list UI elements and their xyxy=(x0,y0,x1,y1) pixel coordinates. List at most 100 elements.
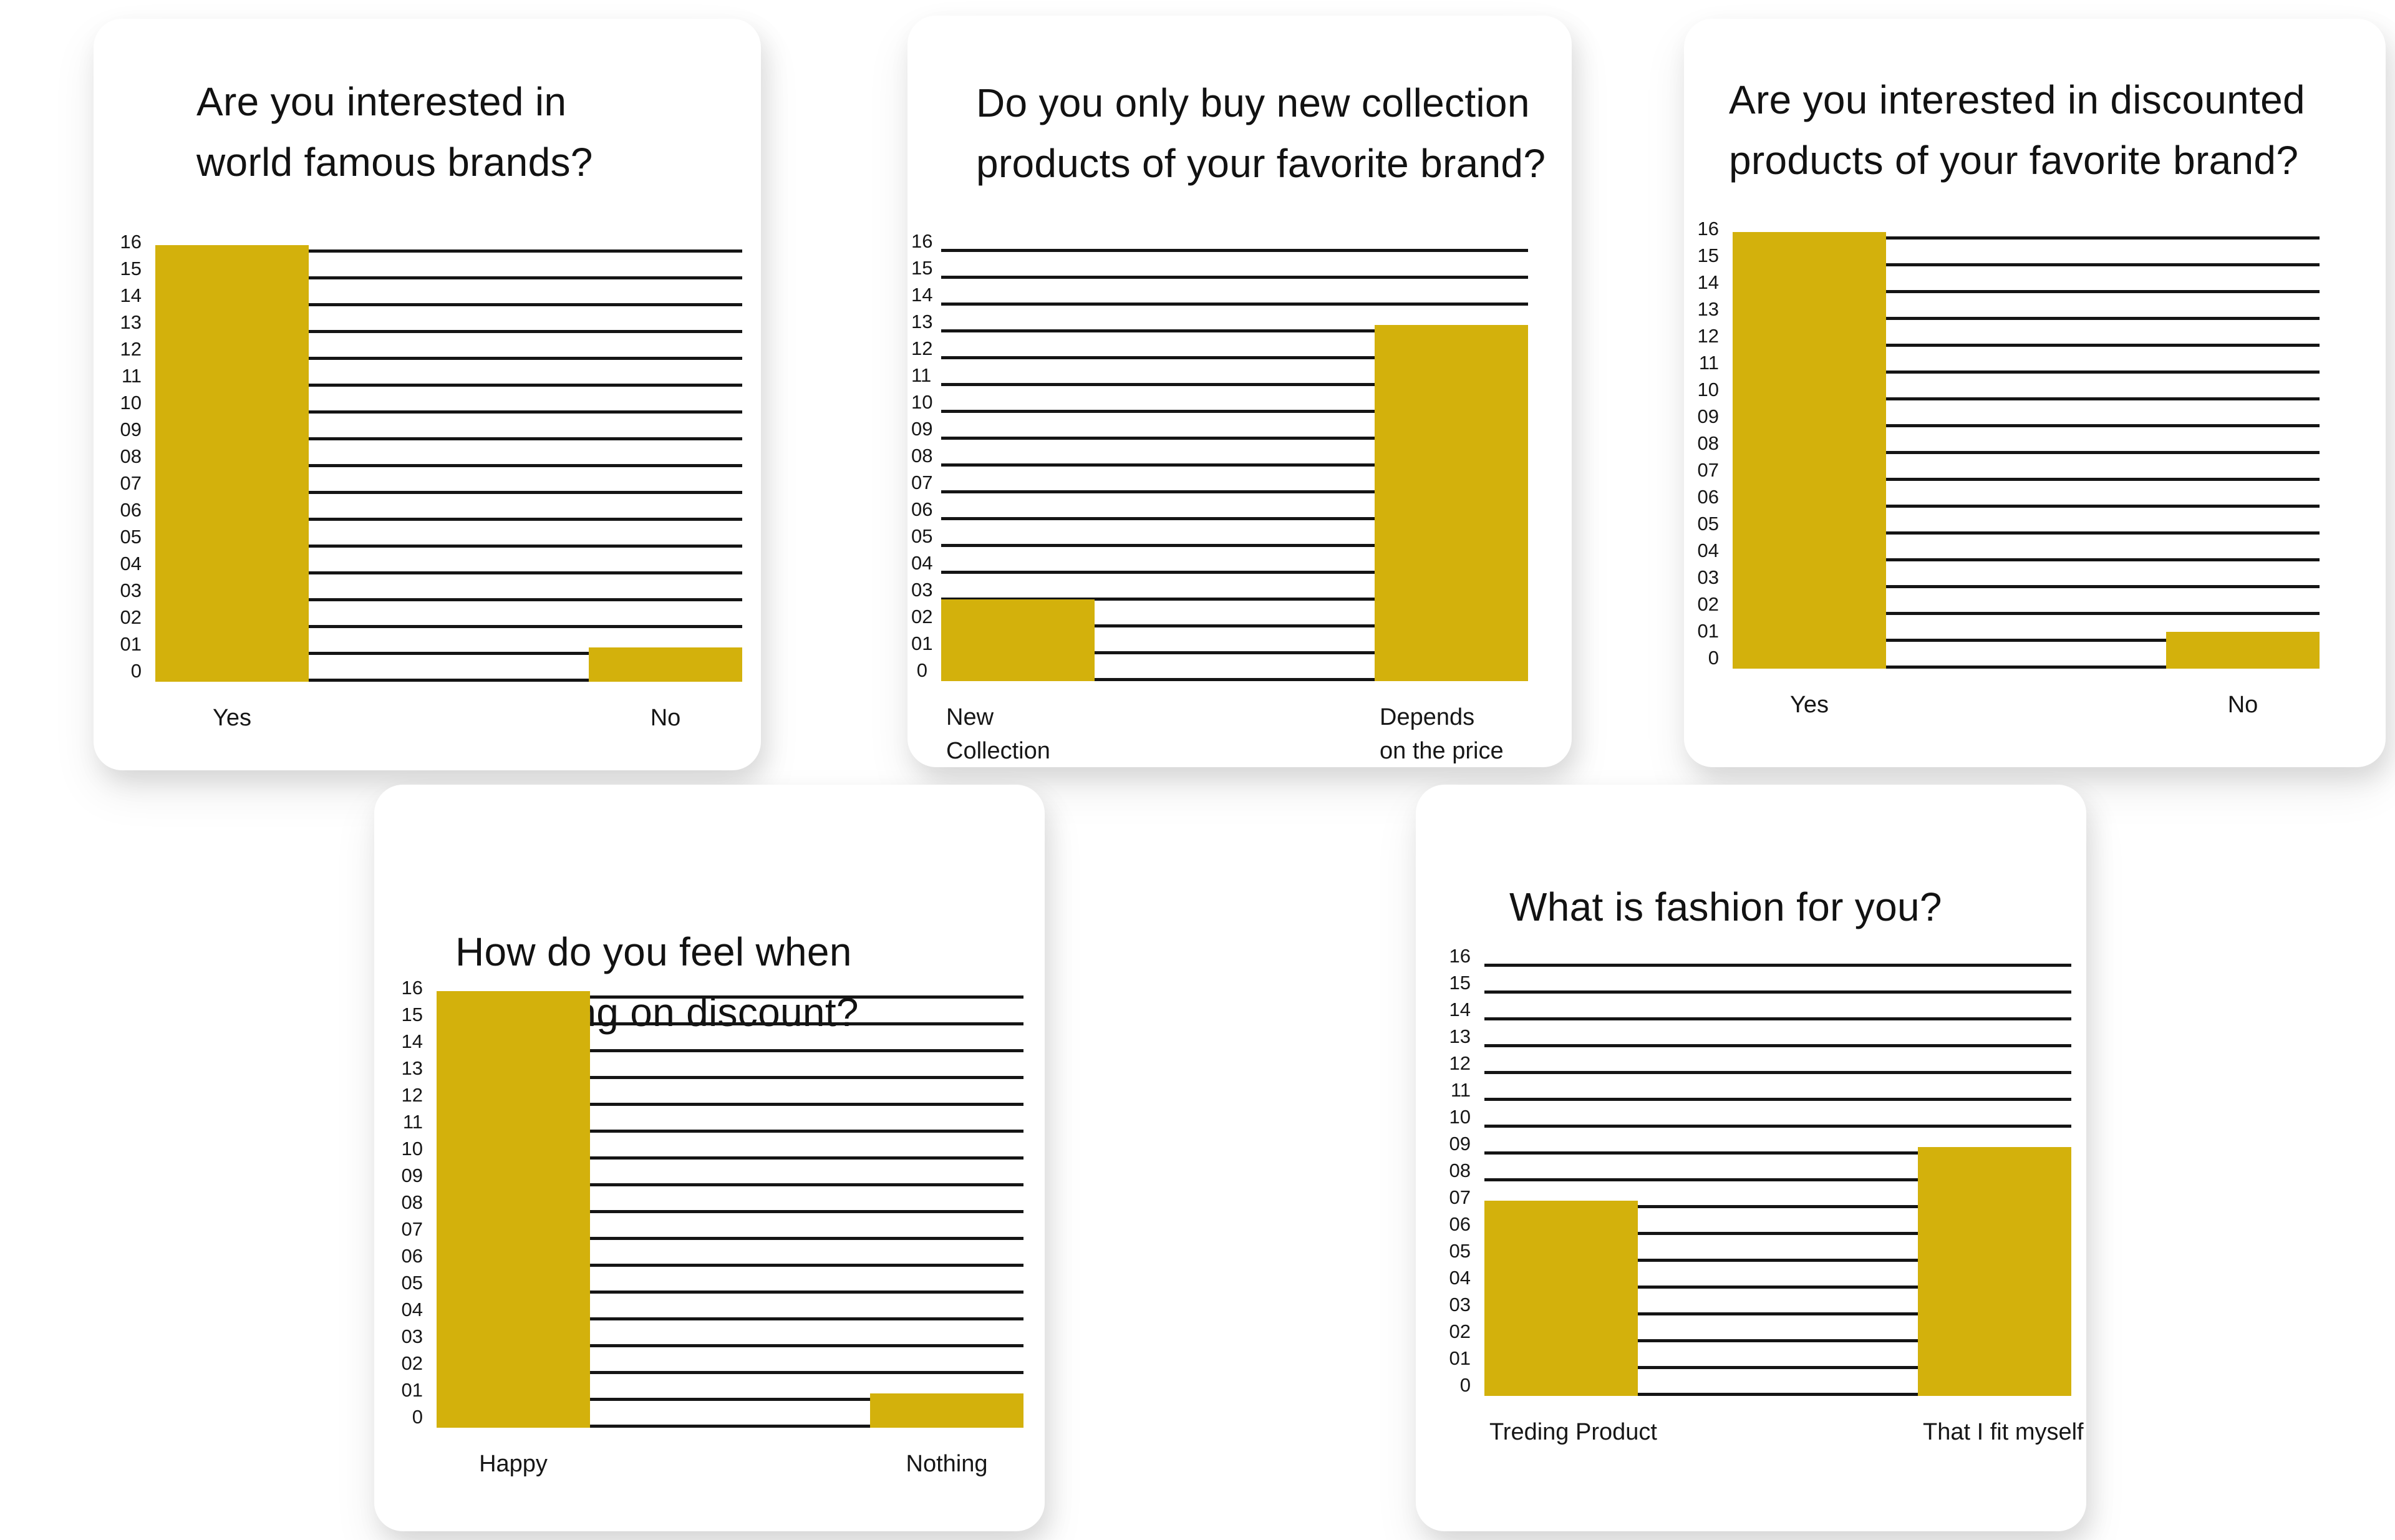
x-category-label-line: Yes xyxy=(213,705,251,731)
y-tick-label: 11 xyxy=(1450,1079,1471,1101)
y-tick-label: 12 xyxy=(911,337,933,359)
x-category-label-line: New xyxy=(946,704,994,730)
x-category-label-line: No xyxy=(650,705,681,731)
gridline xyxy=(1733,370,2320,374)
y-tick-label: 03 xyxy=(911,579,933,601)
gridline xyxy=(1733,531,2320,535)
chart-card: How do you feel when shopping on discount… xyxy=(374,785,1045,1531)
y-tick-label: 02 xyxy=(1449,1320,1471,1342)
gridline xyxy=(1484,1044,2071,1047)
y-tick-label: 07 xyxy=(1697,459,1719,481)
y-tick-label: 14 xyxy=(120,284,142,306)
x-category-label: No xyxy=(2166,688,2320,722)
gridline xyxy=(437,1264,1023,1267)
y-tick-label: 12 xyxy=(1449,1052,1471,1074)
y-tick-label: 07 xyxy=(911,472,933,493)
y-tick-label: 0 xyxy=(916,659,927,681)
y-tick-label: 01 xyxy=(1449,1347,1471,1369)
bar-no xyxy=(2166,632,2320,669)
gridline xyxy=(155,652,742,655)
gridline xyxy=(437,1156,1023,1160)
gridline xyxy=(1733,290,2320,293)
gridline xyxy=(1484,1259,2071,1262)
gridline xyxy=(1733,263,2320,266)
gridline xyxy=(437,1344,1023,1347)
y-tick-label: 01 xyxy=(120,633,142,655)
y-tick-label: 03 xyxy=(120,579,142,601)
gridline xyxy=(941,463,1528,467)
y-tick-label: 01 xyxy=(401,1379,423,1401)
gridline xyxy=(437,1049,1023,1052)
gridline xyxy=(437,1371,1023,1374)
gridline xyxy=(155,437,742,440)
chart-title-line: How do you feel when xyxy=(455,929,852,974)
y-tick-label: 09 xyxy=(911,418,933,440)
x-category-label: Nothing xyxy=(870,1447,1023,1481)
y-tick-label: 01 xyxy=(911,632,933,654)
y-tick-label: 06 xyxy=(911,498,933,520)
chart-title-line: products of your favorite brand? xyxy=(976,141,1546,186)
y-tick-label: 13 xyxy=(911,311,933,332)
gridline xyxy=(1484,1205,2071,1208)
y-tick-label: 15 xyxy=(401,1004,423,1025)
gridline xyxy=(155,518,742,521)
gridline xyxy=(1733,585,2320,588)
gridline xyxy=(155,249,742,253)
y-tick-label: 12 xyxy=(1697,325,1719,347)
bar-yes xyxy=(1733,232,1886,669)
x-category-label: New Collection xyxy=(946,700,1208,768)
y-tick-label: 05 xyxy=(1697,513,1719,535)
y-tick-label: 10 xyxy=(911,391,933,413)
gridline xyxy=(437,1398,1023,1401)
y-tick-label: 08 xyxy=(1697,432,1719,454)
gridline xyxy=(155,410,742,414)
y-tick-label: 06 xyxy=(120,499,142,521)
y-tick-label: 05 xyxy=(120,526,142,548)
y-tick-label: 13 xyxy=(1697,298,1719,320)
gridline xyxy=(155,330,742,333)
y-tick-label: 07 xyxy=(120,472,142,494)
y-tick-label: 06 xyxy=(1449,1213,1471,1235)
gridline xyxy=(1733,639,2320,642)
y-tick-label: 03 xyxy=(1449,1294,1471,1315)
gridline xyxy=(1733,424,2320,427)
y-tick-label: 10 xyxy=(401,1138,423,1160)
gridline xyxy=(941,356,1528,359)
gridline xyxy=(1733,236,2320,240)
gridline xyxy=(1733,666,2320,669)
gridline xyxy=(941,437,1528,440)
gridline xyxy=(941,517,1528,520)
x-category-label-line: Happy xyxy=(479,1451,548,1477)
bar-yes xyxy=(155,245,309,682)
chart-title-line: world famous brands? xyxy=(196,140,593,185)
y-tick-label: 09 xyxy=(401,1165,423,1186)
y-tick-label: 14 xyxy=(911,284,933,306)
y-tick-label: 03 xyxy=(1697,566,1719,588)
gridline xyxy=(437,1317,1023,1320)
gridline xyxy=(437,1183,1023,1186)
bar-new-collection xyxy=(941,599,1095,681)
y-tick-label: 0 xyxy=(412,1406,423,1428)
y-tick-label: 02 xyxy=(1697,593,1719,615)
y-tick-label: 0 xyxy=(1459,1374,1471,1396)
y-tick-label: 15 xyxy=(911,257,933,279)
gridline xyxy=(1484,1286,2071,1289)
gridline xyxy=(941,383,1528,386)
gridline xyxy=(941,249,1528,252)
gridline xyxy=(1484,1125,2071,1128)
gridline xyxy=(155,491,742,494)
gridline xyxy=(1484,964,2071,967)
gridline xyxy=(437,995,1023,999)
gridline xyxy=(1733,317,2320,320)
gridline xyxy=(437,1130,1023,1133)
x-category-label: Treding Product xyxy=(1489,1415,1751,1449)
gridline xyxy=(941,329,1528,332)
y-tick-label: 11 xyxy=(121,365,142,387)
x-category-label-line: That I fit myself xyxy=(1923,1419,2084,1445)
y-tick-label: 11 xyxy=(911,364,932,386)
gridline xyxy=(155,276,742,279)
chart-card: What is fashion for you? 16 15 14 13 12 11 10 09… xyxy=(1416,785,2086,1531)
y-tick-label: 06 xyxy=(401,1245,423,1267)
y-tick-label: 15 xyxy=(120,258,142,279)
gridline xyxy=(941,598,1528,601)
